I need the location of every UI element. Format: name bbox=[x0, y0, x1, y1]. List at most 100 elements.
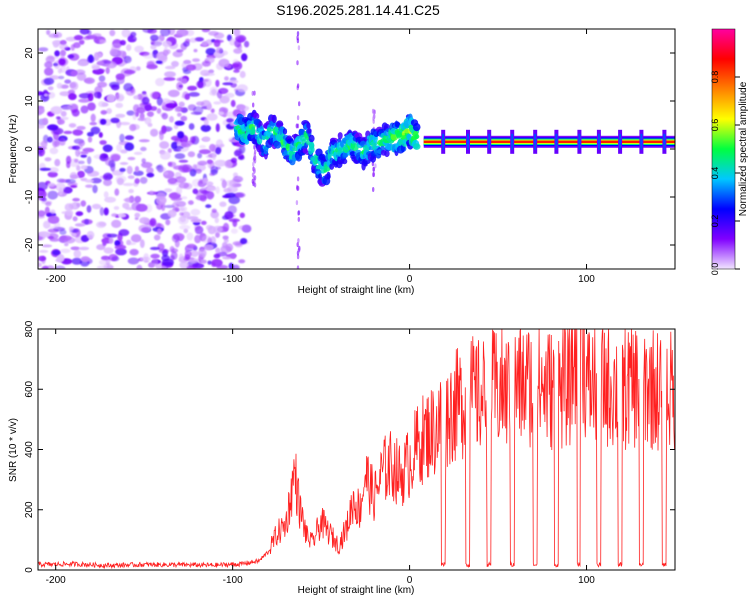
y-tick-label: -20 bbox=[24, 237, 35, 252]
noise-blob bbox=[232, 264, 240, 269]
noise-blob bbox=[68, 123, 77, 128]
noise-blob bbox=[198, 248, 207, 258]
noise-blob bbox=[215, 47, 223, 54]
noise-blob bbox=[70, 70, 78, 77]
noise-blob bbox=[86, 230, 95, 240]
noise-blob bbox=[87, 102, 96, 111]
noise-blob bbox=[233, 69, 240, 73]
noise-blob bbox=[193, 48, 198, 53]
noise-blob bbox=[190, 250, 199, 257]
noise-blob bbox=[63, 130, 73, 135]
noise-blob bbox=[119, 121, 131, 126]
track-blob bbox=[308, 134, 315, 143]
noise-blob bbox=[165, 65, 176, 70]
streak-blob bbox=[297, 185, 300, 191]
streak-blob bbox=[253, 90, 256, 96]
noise-blob bbox=[203, 72, 215, 76]
noise-blob bbox=[56, 254, 65, 263]
noise-blob bbox=[115, 93, 125, 102]
noise-blob bbox=[126, 44, 132, 51]
noise-blob bbox=[38, 47, 49, 52]
noise-blob bbox=[161, 125, 167, 134]
noise-blob bbox=[178, 101, 185, 108]
noise-blob bbox=[170, 196, 183, 202]
figure-title: S196.2025.281.14.41.C25 bbox=[276, 2, 440, 18]
noise-blob bbox=[124, 142, 135, 151]
streak-blob bbox=[296, 242, 299, 248]
noise-blob bbox=[203, 117, 209, 126]
noise-blob bbox=[237, 155, 245, 161]
noise-blob bbox=[102, 241, 107, 247]
noise-blob bbox=[215, 147, 222, 155]
noise-blob bbox=[130, 234, 142, 243]
noise-blob bbox=[206, 190, 214, 200]
noise-blob bbox=[90, 177, 102, 184]
colorbar-tick-label: 0.6 bbox=[710, 119, 720, 132]
noise-blob bbox=[38, 106, 45, 115]
noise-blob bbox=[162, 49, 169, 57]
noise-blob bbox=[210, 210, 219, 219]
noise-blob bbox=[48, 167, 59, 173]
steady-line-band bbox=[423, 140, 675, 143]
noise-blob bbox=[146, 111, 154, 117]
noise-blob bbox=[67, 54, 75, 59]
noise-blob bbox=[127, 156, 136, 161]
noise-blob bbox=[188, 257, 198, 264]
noise-blob bbox=[149, 91, 160, 99]
noise-blob bbox=[39, 249, 49, 253]
noise-blob bbox=[42, 265, 49, 269]
noise-blob bbox=[225, 92, 235, 98]
noise-blob bbox=[179, 253, 184, 260]
noise-blob bbox=[68, 226, 74, 232]
noise-blob bbox=[222, 242, 228, 249]
noise-blob bbox=[235, 192, 246, 198]
track-blob bbox=[263, 145, 269, 155]
noise-blob bbox=[74, 223, 86, 227]
noise-blob bbox=[38, 124, 45, 129]
noise-blob bbox=[239, 105, 250, 112]
noise-blob bbox=[43, 77, 55, 85]
noise-blob bbox=[114, 244, 127, 250]
noise-blob bbox=[78, 160, 85, 165]
noise-blob bbox=[210, 108, 215, 114]
noise-blob bbox=[47, 182, 56, 187]
streak-blob bbox=[253, 167, 256, 173]
noise-blob bbox=[127, 257, 140, 265]
noise-blob bbox=[222, 222, 230, 232]
noise-blob bbox=[92, 33, 102, 38]
noise-blob bbox=[206, 103, 212, 111]
streak-blob bbox=[297, 238, 300, 244]
noise-blob bbox=[178, 164, 190, 173]
noise-blob bbox=[205, 204, 212, 209]
track-blob bbox=[272, 114, 277, 124]
noise-blob bbox=[141, 96, 150, 105]
streak-blob bbox=[296, 115, 300, 121]
noise-blob bbox=[233, 48, 243, 54]
noise-blob bbox=[143, 253, 149, 261]
noise-blob bbox=[38, 210, 46, 217]
noise-blob bbox=[103, 60, 112, 64]
noise-blob bbox=[129, 248, 139, 256]
noise-blob bbox=[155, 77, 165, 87]
noise-blob bbox=[75, 148, 81, 157]
noise-blob bbox=[206, 186, 217, 192]
noise-blob bbox=[38, 146, 44, 155]
track-blob bbox=[307, 128, 312, 134]
streak-blob bbox=[298, 247, 301, 253]
noise-blob bbox=[57, 57, 69, 67]
noise-blob bbox=[41, 244, 53, 248]
x-tick-label: -100 bbox=[223, 575, 243, 586]
streak-blob bbox=[374, 163, 377, 169]
noise-blob bbox=[137, 117, 147, 122]
steady-line-gap-tick bbox=[555, 133, 558, 150]
noise-blob bbox=[228, 79, 239, 84]
noise-blob bbox=[213, 253, 221, 259]
noise-blob bbox=[130, 31, 137, 37]
noise-blob bbox=[113, 206, 120, 210]
noise-blob bbox=[175, 176, 187, 184]
noise-blob bbox=[117, 213, 127, 218]
noise-blob bbox=[216, 90, 223, 99]
streak-blob bbox=[372, 172, 375, 178]
noise-blob bbox=[75, 211, 84, 217]
